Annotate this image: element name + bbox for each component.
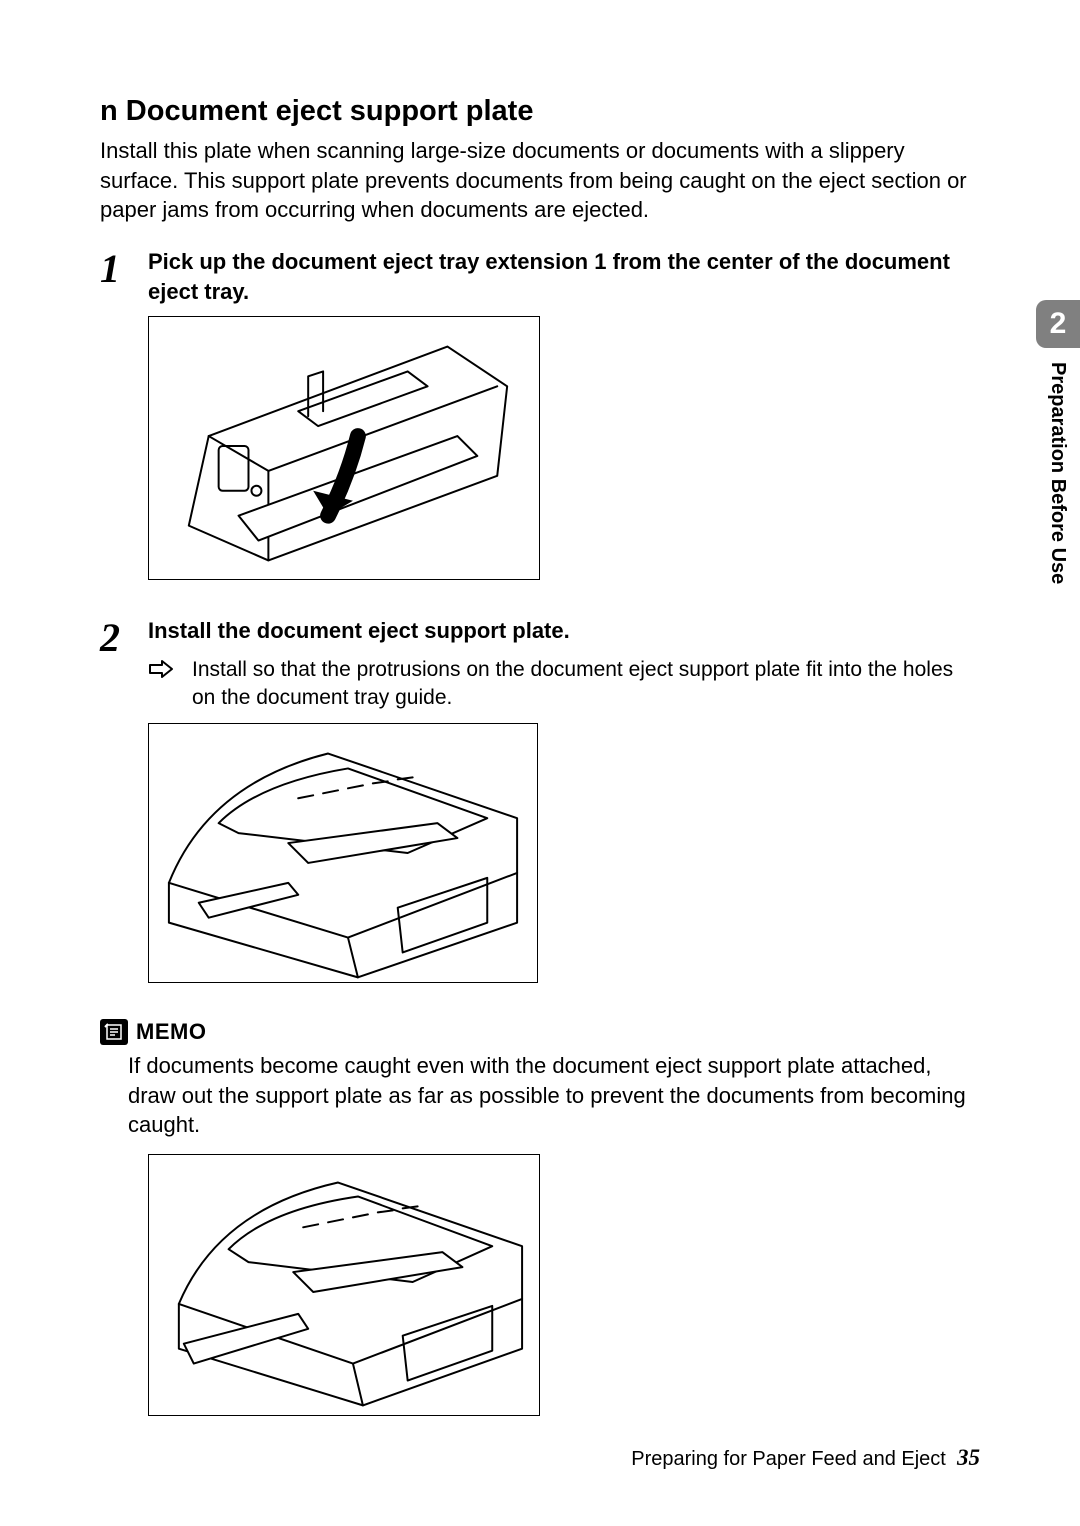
step-1: 1 Pick up the document eject tray extens… xyxy=(100,247,980,602)
section-title-text: Document eject support plate xyxy=(126,95,534,127)
memo-icon xyxy=(100,1019,128,1045)
scanner-install-diagram xyxy=(149,723,537,983)
note-arrow-icon xyxy=(148,659,174,679)
page-number: 35 xyxy=(957,1445,980,1470)
chapter-badge: 2 xyxy=(1036,300,1080,348)
step-1-body: Pick up the document eject tray extensio… xyxy=(148,247,980,602)
page-footer: Preparing for Paper Feed and Eject 35 xyxy=(631,1445,980,1471)
memo-header: MEMO xyxy=(100,1019,980,1045)
section-intro: Install this plate when scanning large-s… xyxy=(100,136,980,225)
section-bullet: n xyxy=(100,95,118,127)
step-1-illustration xyxy=(148,316,540,580)
chapter-label: Preparation Before Use xyxy=(1046,362,1069,584)
step-2-note: Install so that the protrusions on the d… xyxy=(192,656,980,713)
step-2-body: Install the document eject support plate… xyxy=(148,616,980,1004)
step-2-note-row: Install so that the protrusions on the d… xyxy=(148,656,980,713)
manual-page: n Document eject support plate Install t… xyxy=(0,0,1080,1526)
scanner-extended-diagram xyxy=(149,1154,539,1416)
section-title: n Document eject support plate xyxy=(100,95,980,128)
memo-label: MEMO xyxy=(136,1019,206,1045)
memo-illustration xyxy=(148,1154,540,1416)
footer-text: Preparing for Paper Feed and Eject xyxy=(631,1448,946,1470)
step-2: 2 Install the document eject support pla… xyxy=(100,616,980,1004)
tray-extension-diagram xyxy=(149,316,539,580)
step-1-heading: Pick up the document eject tray extensio… xyxy=(148,247,980,306)
chapter-tab: 2 Preparation Before Use xyxy=(1036,300,1080,584)
step-2-heading: Install the document eject support plate… xyxy=(148,616,980,646)
step-2-illustration xyxy=(148,723,538,983)
step-1-number: 1 xyxy=(100,247,148,602)
step-2-number: 2 xyxy=(100,616,148,1004)
memo-text: If documents become caught even with the… xyxy=(128,1051,980,1140)
